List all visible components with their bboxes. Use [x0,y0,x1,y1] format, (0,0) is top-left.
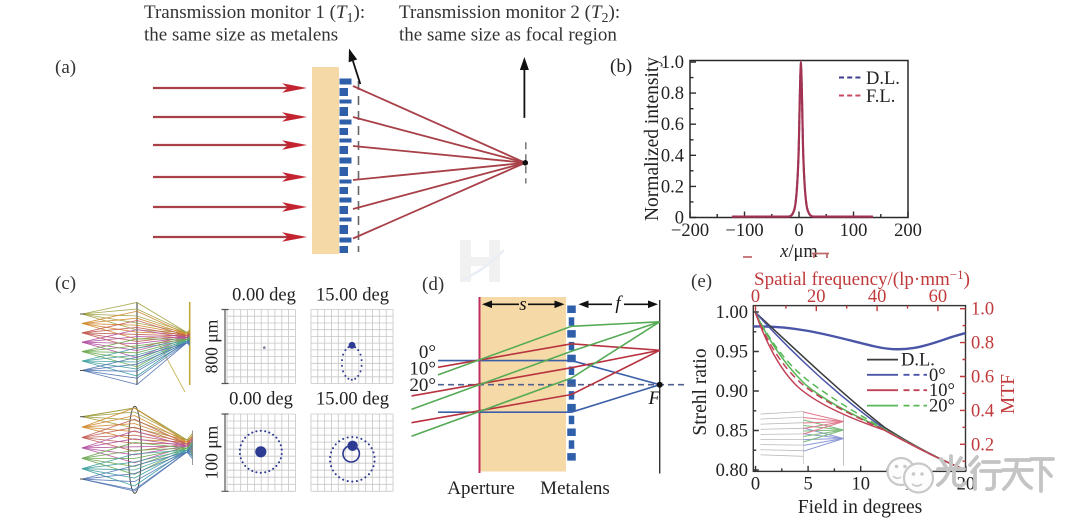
svg-text:20°: 20° [929,397,955,417]
svg-text:1.0: 1.0 [661,53,684,73]
svg-text:Field in degrees: Field in degrees [798,497,923,518]
svg-text:60: 60 [929,287,948,307]
svg-text:Spatial frequency/(lp·mm−1): Spatial frequency/(lp·mm−1) [754,267,970,290]
svg-text:(a): (a) [55,57,76,78]
svg-text:Transmission monitor 2 (T2):: Transmission monitor 2 (T2): [399,2,620,26]
svg-text:the same size as metalens: the same size as metalens [144,25,338,46]
svg-text:−100: −100 [725,221,763,241]
svg-text:0.8: 0.8 [661,84,684,104]
svg-text:D.L.: D.L. [866,69,900,89]
svg-text:F.L.: F.L. [866,87,895,107]
svg-text:0.6: 0.6 [661,115,684,135]
svg-text:15.00 deg: 15.00 deg [316,286,389,306]
svg-text:200: 200 [894,221,922,241]
svg-text:Metalens: Metalens [540,478,610,499]
svg-text:MTF: MTF [998,374,1019,414]
svg-text:0.2: 0.2 [971,435,994,455]
svg-text:0: 0 [675,209,684,229]
svg-text:0: 0 [794,221,803,241]
svg-text:(c): (c) [55,273,76,294]
svg-text:Aperture: Aperture [447,478,515,499]
svg-text:f: f [615,293,623,314]
svg-text:1.00: 1.00 [716,303,748,323]
svg-text:(e): (e) [691,271,712,292]
svg-text:20: 20 [807,287,826,307]
svg-text:(d): (d) [422,274,444,295]
svg-text:Normalized intensity: Normalized intensity [642,57,663,221]
svg-text:10°: 10° [409,359,436,380]
svg-text:10°: 10° [929,381,955,401]
svg-text:s: s [519,294,526,315]
svg-text:0°: 0° [929,366,946,386]
svg-text:(b): (b) [610,56,632,77]
svg-text:0.6: 0.6 [971,368,994,388]
svg-text:1.0: 1.0 [971,300,994,320]
svg-text:100: 100 [840,221,868,241]
svg-text:Transmission monitor 1 (T1):: Transmission monitor 1 (T1): [144,2,365,26]
svg-text:100 μm: 100 μm [202,425,222,479]
svg-text:F: F [648,388,661,409]
svg-text:0.8: 0.8 [971,334,994,354]
svg-text:x/μm: x/μm [779,242,818,262]
svg-text:0: 0 [751,287,760,307]
svg-text:10: 10 [851,475,870,495]
svg-text:0.90: 0.90 [716,382,748,402]
svg-text:0.4: 0.4 [971,401,994,421]
svg-text:0.80: 0.80 [716,461,748,481]
svg-text:0: 0 [751,475,760,495]
svg-text:0.2: 0.2 [661,177,684,197]
svg-text:0.85: 0.85 [716,422,748,442]
svg-text:0.00 deg: 0.00 deg [229,390,293,410]
svg-text:40: 40 [868,287,887,307]
svg-text:0.4: 0.4 [661,146,684,166]
svg-text:D.L.: D.L. [901,351,935,371]
svg-text:the same size as focal region: the same size as focal region [399,25,617,46]
svg-text:−200: −200 [671,221,709,241]
svg-text:0.00 deg: 0.00 deg [232,286,296,306]
svg-text:800 μm: 800 μm [202,319,222,373]
svg-text:0°: 0° [419,342,436,363]
svg-text:20°: 20° [409,375,436,396]
svg-text:0.95: 0.95 [716,343,748,363]
svg-text:Strehl ratio: Strehl ratio [690,348,711,435]
svg-text:5: 5 [803,475,812,495]
svg-text:15.00 deg: 15.00 deg [316,390,389,410]
